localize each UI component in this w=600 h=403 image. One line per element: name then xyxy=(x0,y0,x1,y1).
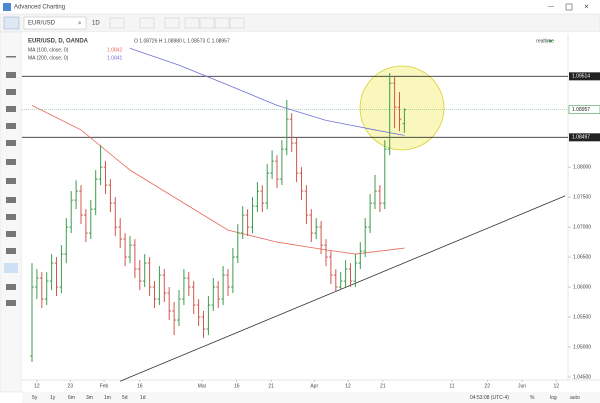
scale-option[interactable]: % xyxy=(530,395,535,401)
tool-icon-active[interactable] xyxy=(4,263,18,273)
tool-icon[interactable] xyxy=(6,214,16,220)
crosshair-button[interactable] xyxy=(3,16,20,30)
undo-button[interactable] xyxy=(199,17,215,29)
y-tick-label: 1.05000 xyxy=(573,344,591,350)
x-tick-label: 16 xyxy=(234,383,240,389)
x-tick-label: 12 xyxy=(554,383,560,389)
tool-icon[interactable] xyxy=(6,89,16,95)
symbol-text: EUR/USD xyxy=(28,21,56,27)
indicators-button[interactable] xyxy=(139,17,155,29)
settings-button[interactable] xyxy=(164,17,180,29)
ma200-value: 1.0841 xyxy=(107,55,123,61)
window-title: Advanced Charting xyxy=(14,5,65,11)
status-dot xyxy=(548,39,552,43)
range-button[interactable]: 1d xyxy=(140,395,146,401)
x-tick-label: Apr xyxy=(310,383,318,389)
x-tick-label: 16 xyxy=(137,383,143,389)
tool-icon[interactable] xyxy=(6,178,16,184)
status: realtime xyxy=(536,38,554,44)
drawing-tools xyxy=(4,56,18,306)
x-tick-label: 22 xyxy=(484,383,490,389)
price-tag xyxy=(569,72,600,81)
price-tag xyxy=(569,133,600,142)
highlight-circle xyxy=(359,65,445,151)
tool-icon[interactable] xyxy=(6,284,16,290)
ma200-name: MA (200, close, 0) xyxy=(28,55,69,61)
close[interactable]: ✕ xyxy=(584,5,589,11)
redo-button[interactable] xyxy=(214,17,230,29)
line xyxy=(120,195,566,382)
last-price-label: 1.08957 xyxy=(572,107,590,113)
legend-ohlc: O 1.08726 H 1.08980 L 1.08573 C 1.08957 xyxy=(134,38,230,44)
search-icon: ⌕ xyxy=(78,21,81,27)
y-tick-label: 1.08000 xyxy=(573,164,591,170)
chart-type-button[interactable] xyxy=(109,17,125,29)
range-button[interactable]: 1m xyxy=(104,395,111,401)
tool-icon[interactable] xyxy=(6,159,16,165)
symbol-input[interactable] xyxy=(23,16,87,30)
x-tick-label: 23 xyxy=(67,383,73,389)
title-bar xyxy=(0,0,600,14)
x-tick-label: 11 xyxy=(449,383,454,389)
range-button[interactable]: 3m xyxy=(86,395,93,401)
y-tick-label: 1.05500 xyxy=(573,314,591,320)
snapshot-button[interactable] xyxy=(184,17,200,29)
x-tick-label: Feb xyxy=(100,383,109,389)
y-tick-label: 1.06500 xyxy=(573,254,591,260)
scale-option[interactable]: log xyxy=(550,395,557,401)
drawing-toolbar xyxy=(0,31,23,393)
ma100-value: 1.0842 xyxy=(107,47,123,53)
tool-icon[interactable] xyxy=(6,231,16,237)
toolbar xyxy=(0,13,600,33)
plot: 1.04500 1.05000 1.05500 1.06000 1.06500 1.070… xyxy=(22,48,600,389)
range-button[interactable]: 6m xyxy=(68,395,75,401)
tool-icon[interactable] xyxy=(6,140,16,146)
app-icon xyxy=(3,3,11,11)
x-tick-label: Jun xyxy=(518,383,526,389)
range-button[interactable]: 5y xyxy=(32,395,38,401)
y-tick-label: 1.06000 xyxy=(573,284,591,290)
clock: 04:53:08 (UTC-4) xyxy=(470,395,509,401)
legend-symbol: EUR/USD, D, OANDA xyxy=(28,39,89,45)
ma100-name: MA (100, close, 0) xyxy=(28,47,69,53)
y-tick-label: 1.07000 xyxy=(573,224,591,230)
line xyxy=(129,48,405,136)
tool-icon[interactable] xyxy=(6,248,16,254)
last-price-tag xyxy=(568,105,600,115)
price-tag-label: 1.09514 xyxy=(572,74,590,80)
line xyxy=(31,105,405,255)
x-tick-label: 21 xyxy=(380,383,386,389)
x-tick-label: 12 xyxy=(34,383,40,389)
tool-icon[interactable] xyxy=(6,56,16,58)
x-tick-label: 21 xyxy=(268,383,274,389)
tool-icon[interactable] xyxy=(6,72,16,78)
range-button[interactable]: 5d xyxy=(122,395,128,401)
x-tick-label: Mar xyxy=(198,383,207,389)
maximize[interactable] xyxy=(565,3,573,11)
price-tag-label: 1.08497 xyxy=(572,135,590,141)
scale-option[interactable]: auto xyxy=(570,395,580,401)
tool-icon[interactable] xyxy=(6,197,16,203)
x-tick-label: 12 xyxy=(345,383,351,389)
y-tick-label: 1.04500 xyxy=(573,374,591,380)
tool-icon[interactable] xyxy=(6,106,16,112)
fullscreen-button[interactable] xyxy=(229,17,245,29)
y-tick-label: 1.07500 xyxy=(573,194,591,200)
tool-icon[interactable] xyxy=(6,123,16,129)
footer xyxy=(22,392,600,403)
minimize[interactable]: — xyxy=(548,5,554,11)
range-button[interactable]: 1y xyxy=(50,395,56,401)
interval[interactable]: 1D xyxy=(92,21,100,27)
tool-icon[interactable] xyxy=(6,300,16,306)
